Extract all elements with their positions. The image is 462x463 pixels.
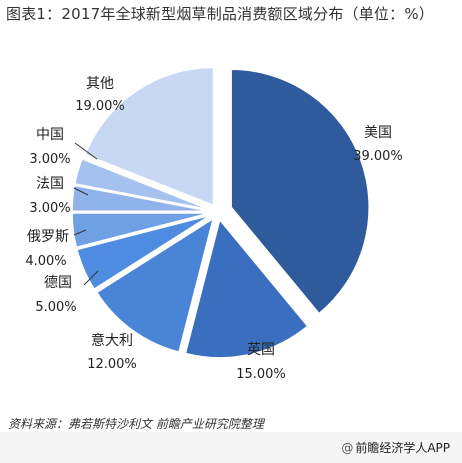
footer-bar: @ 前瞻经济学人APP (0, 432, 462, 463)
slice-value-label-6: 3.00% (29, 152, 70, 167)
slice-value-label-3: 5.00% (35, 300, 76, 315)
pie-slices (71, 66, 370, 359)
slice-name-label-6: 中国 (36, 127, 64, 143)
slice-value-label-2: 12.00% (87, 357, 137, 372)
slice-value-label-1: 15.00% (236, 367, 286, 382)
slice-name-label-1: 英国 (247, 341, 275, 358)
brand-name: 前瞻经济学人APP (355, 441, 450, 455)
slice-value-label-5: 3.00% (29, 201, 70, 216)
leader-line-4 (73, 229, 87, 236)
pie-slice-3 (76, 214, 212, 291)
slice-name-label-3: 德国 (44, 275, 72, 291)
leader-line-6 (74, 142, 98, 160)
slice-name-label-0: 美国 (364, 125, 392, 141)
pie-slice-0 (230, 68, 370, 315)
pie-slice-1 (184, 218, 309, 359)
pie-slice-5 (71, 184, 211, 212)
source-note: 资料来源：弗若斯特沙利文 前瞻产业研究院整理 (8, 417, 264, 431)
leader-line-3 (83, 270, 99, 286)
leader-lines (73, 142, 99, 286)
slice-name-label-7: 其他 (86, 76, 114, 92)
at-icon: @ (341, 441, 354, 455)
slice-name-label-5: 法国 (36, 176, 64, 192)
slice-name-label-4: 俄罗斯 (27, 229, 69, 245)
pie-slice-2 (95, 216, 215, 354)
slice-value-label-0: 39.00% (353, 149, 403, 164)
slice-name-label-2: 意大利 (91, 332, 133, 349)
pie-slice-7 (84, 66, 215, 207)
slice-value-label-4: 4.00% (25, 254, 66, 269)
pie-slice-4 (71, 212, 211, 249)
pie-slice-6 (73, 157, 211, 211)
slice-labels: 美国 39.00% 英国 15.00% 意大利 12.00% 德国 5.00% 俄罗斯 4.00%… (25, 76, 402, 382)
brand: @ 前瞻经济学人APP (341, 439, 450, 456)
leader-line-5 (73, 187, 89, 196)
chart-title: 图表1：2017年全球新型烟草制品消费额区域分布（单位：%） (6, 5, 434, 23)
slice-value-label-7: 19.00% (75, 99, 125, 114)
